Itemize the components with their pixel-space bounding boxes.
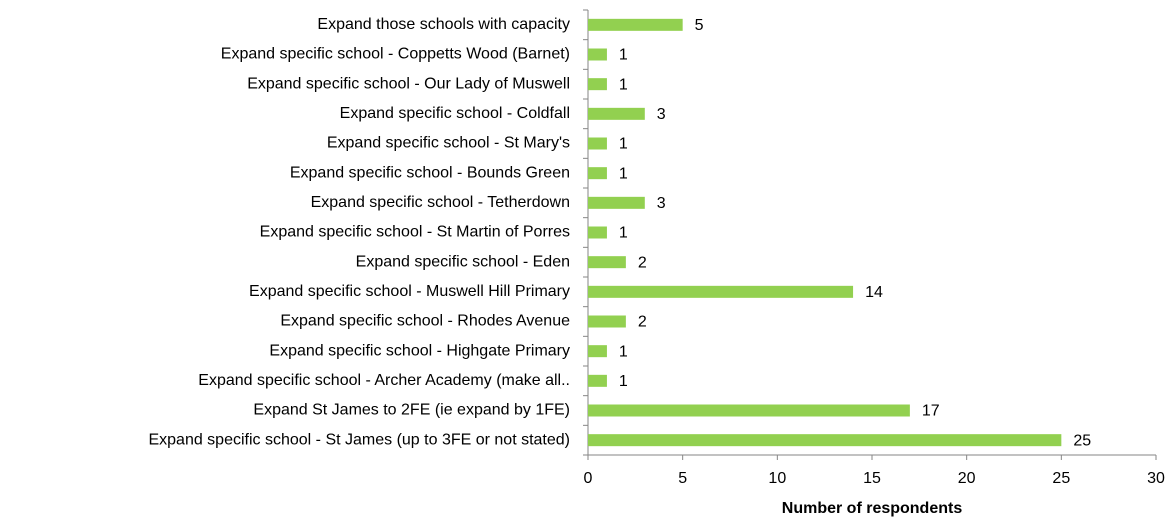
data-label: 1 — [619, 47, 628, 64]
y-tick-label: Expand St James to 2FE (ie expand by 1FE… — [253, 402, 570, 419]
y-tick-label: Expand specific school - Rhodes Avenue — [280, 313, 570, 330]
y-tick-label: Expand specific school - Highgate Primar… — [269, 342, 570, 359]
bar — [588, 18, 683, 31]
bar — [588, 315, 626, 328]
bar — [588, 345, 607, 358]
data-label: 3 — [657, 195, 666, 212]
y-tick-label: Expand specific school - Eden — [356, 253, 570, 270]
y-tick-label: Expand specific school - Muswell Hill Pr… — [249, 283, 570, 300]
y-tick-label: Expand specific school - Bounds Green — [290, 164, 570, 181]
data-label: 25 — [1073, 432, 1091, 449]
bar — [588, 167, 607, 180]
data-label: 1 — [619, 165, 628, 182]
bar — [588, 404, 910, 417]
bar — [588, 107, 645, 120]
bar — [588, 78, 607, 91]
x-tick-label: 15 — [863, 470, 881, 487]
data-label: 14 — [865, 284, 883, 301]
bar — [588, 374, 607, 387]
data-label: 1 — [619, 225, 628, 242]
data-label: 3 — [657, 106, 666, 123]
y-tick-label: Expand specific school - Archer Academy … — [198, 372, 570, 389]
data-label: 2 — [638, 314, 647, 331]
y-tick-label: Expand specific school - St James (up to… — [148, 431, 570, 448]
data-label: 1 — [619, 343, 628, 360]
x-tick-label: 0 — [584, 470, 593, 487]
bar — [588, 196, 645, 209]
bar — [588, 285, 854, 298]
x-axis-title: Number of respondents — [782, 500, 963, 517]
x-tick-label: 10 — [768, 470, 786, 487]
data-label: 5 — [695, 17, 704, 34]
data-label: 1 — [619, 373, 628, 390]
x-tick-label: 5 — [678, 470, 687, 487]
y-tick-label: Expand specific school - Coldfall — [340, 105, 570, 122]
data-label: 17 — [922, 403, 940, 420]
bar — [588, 256, 626, 269]
data-label: 1 — [619, 136, 628, 153]
x-tick-label: 25 — [1052, 470, 1070, 487]
y-tick-label: Expand those schools with capacity — [317, 16, 570, 33]
bar — [588, 226, 607, 239]
y-tick-label: Expand specific school - Coppetts Wood (… — [221, 46, 570, 63]
y-tick-label: Expand specific school - Our Lady of Mus… — [247, 75, 570, 92]
y-tick-label: Expand specific school - Tetherdown — [311, 194, 570, 211]
data-label: 1 — [619, 76, 628, 93]
bar — [588, 137, 607, 150]
y-tick-label: Expand specific school - St Martin of Po… — [260, 224, 570, 241]
bar — [588, 48, 607, 61]
bar — [588, 434, 1062, 447]
data-label: 2 — [638, 254, 647, 271]
y-tick-label: Expand specific school - St Mary's — [327, 135, 570, 152]
x-tick-label: 20 — [958, 470, 976, 487]
x-tick-label: 30 — [1147, 470, 1165, 487]
